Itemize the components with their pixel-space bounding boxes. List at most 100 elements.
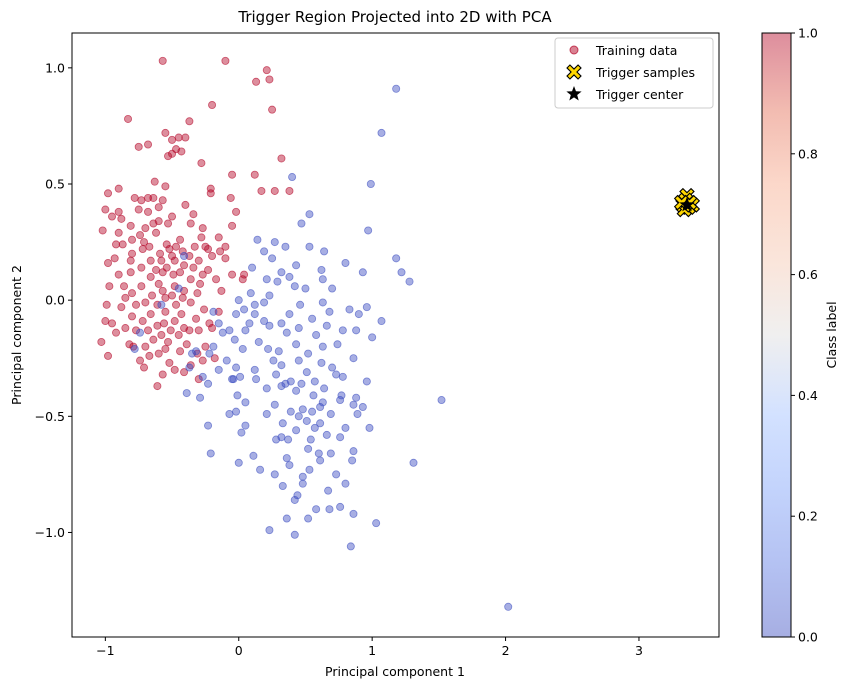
training-data-point <box>148 291 157 300</box>
training-data-point <box>161 307 170 316</box>
training-data-point <box>188 349 197 358</box>
training-data-point <box>238 275 247 284</box>
training-data-point <box>157 300 166 309</box>
training-data-point <box>146 256 155 265</box>
training-data-point <box>221 254 230 263</box>
training-data-point <box>229 375 238 384</box>
training-data-point <box>158 370 167 379</box>
training-data-point <box>185 363 194 372</box>
training-data-point <box>273 277 282 286</box>
training-data-point <box>217 286 226 295</box>
training-data-point <box>292 426 301 435</box>
training-data-point <box>312 330 321 339</box>
training-data-point <box>238 344 247 353</box>
x-tick-label: 3 <box>635 643 643 658</box>
training-data-point <box>137 196 146 205</box>
training-data-point <box>250 365 259 374</box>
training-data-point <box>314 449 323 458</box>
training-data-point <box>170 365 179 374</box>
training-data-point <box>157 256 166 265</box>
training-data-point <box>149 335 158 344</box>
training-data-point <box>252 77 261 86</box>
training-data-point <box>304 349 313 358</box>
training-data-point <box>305 210 314 219</box>
training-data-point <box>105 282 114 291</box>
x-tick-label: −1 <box>96 643 114 658</box>
training-data-point <box>194 256 203 265</box>
training-data-point <box>153 321 162 330</box>
training-data-point <box>141 342 150 351</box>
training-data-point <box>198 270 207 279</box>
training-data-point <box>97 337 106 346</box>
training-data-point <box>318 275 327 284</box>
training-data-point <box>326 409 335 418</box>
y-tick-label: 1.0 <box>45 60 65 75</box>
legend-star-shape <box>566 86 582 101</box>
training-data-point <box>134 205 143 214</box>
training-data-point <box>285 310 294 319</box>
training-data-point <box>368 333 377 342</box>
training-data-point <box>316 403 325 412</box>
training-data-point <box>201 342 210 351</box>
training-data-point <box>317 265 326 274</box>
training-data-point <box>365 423 374 432</box>
training-data-point <box>233 391 242 400</box>
x-axis-label: Principal component 1 <box>325 664 465 679</box>
training-data-point <box>278 419 287 428</box>
training-data-point <box>193 289 202 298</box>
training-data-point <box>140 363 149 372</box>
training-data-point <box>377 317 386 326</box>
training-data-point <box>162 240 171 249</box>
training-data-point <box>338 372 347 381</box>
training-data-point <box>226 193 235 202</box>
colorbar-tick-label: 1.0 <box>798 26 818 41</box>
training-data-point <box>204 379 213 388</box>
training-data-point <box>282 454 291 463</box>
legend-label-trigger-center: Trigger center <box>595 87 684 102</box>
training-data-point <box>180 252 189 261</box>
training-data-point <box>302 416 311 425</box>
training-data-point <box>260 298 269 307</box>
training-data-point <box>292 340 301 349</box>
training-data-point <box>265 291 274 300</box>
training-data-point <box>197 233 206 242</box>
training-data-point <box>134 142 143 151</box>
training-data-point <box>164 219 173 228</box>
training-data-point <box>397 268 406 277</box>
training-data-point <box>114 270 123 279</box>
training-data-point <box>150 177 159 186</box>
y-axis-label: Principal component 2 <box>9 265 24 405</box>
training-data-point <box>154 203 163 212</box>
data-points-layer <box>97 56 701 611</box>
training-data-point <box>112 328 121 337</box>
colorbar-label: Class label <box>824 301 839 368</box>
training-data-point <box>341 423 350 432</box>
training-data-point <box>168 135 177 144</box>
legend-marker-circle <box>569 45 579 55</box>
training-data-point <box>312 505 321 514</box>
training-data-point <box>104 351 113 360</box>
training-data-point <box>310 377 319 386</box>
training-data-point <box>192 347 201 356</box>
training-data-point <box>308 407 317 416</box>
training-data-point <box>165 245 174 254</box>
training-data-point <box>262 409 271 418</box>
training-data-point <box>141 298 150 307</box>
training-data-point <box>358 268 367 277</box>
training-data-point <box>186 275 195 284</box>
legend-box <box>554 37 714 109</box>
training-data-point <box>332 470 341 479</box>
training-data-point <box>204 265 213 274</box>
training-data-point <box>125 340 134 349</box>
training-data-point <box>185 326 194 335</box>
training-data-point <box>377 128 386 137</box>
colorbar-tick-label: 0.2 <box>798 509 818 524</box>
training-data-point <box>354 310 363 319</box>
legend-marker-star <box>566 86 582 101</box>
training-data-point <box>194 375 203 384</box>
training-data-point <box>298 405 307 414</box>
training-data-point <box>205 349 214 358</box>
training-data-point <box>136 328 145 337</box>
training-data-point <box>152 265 161 274</box>
training-data-point <box>253 235 262 244</box>
